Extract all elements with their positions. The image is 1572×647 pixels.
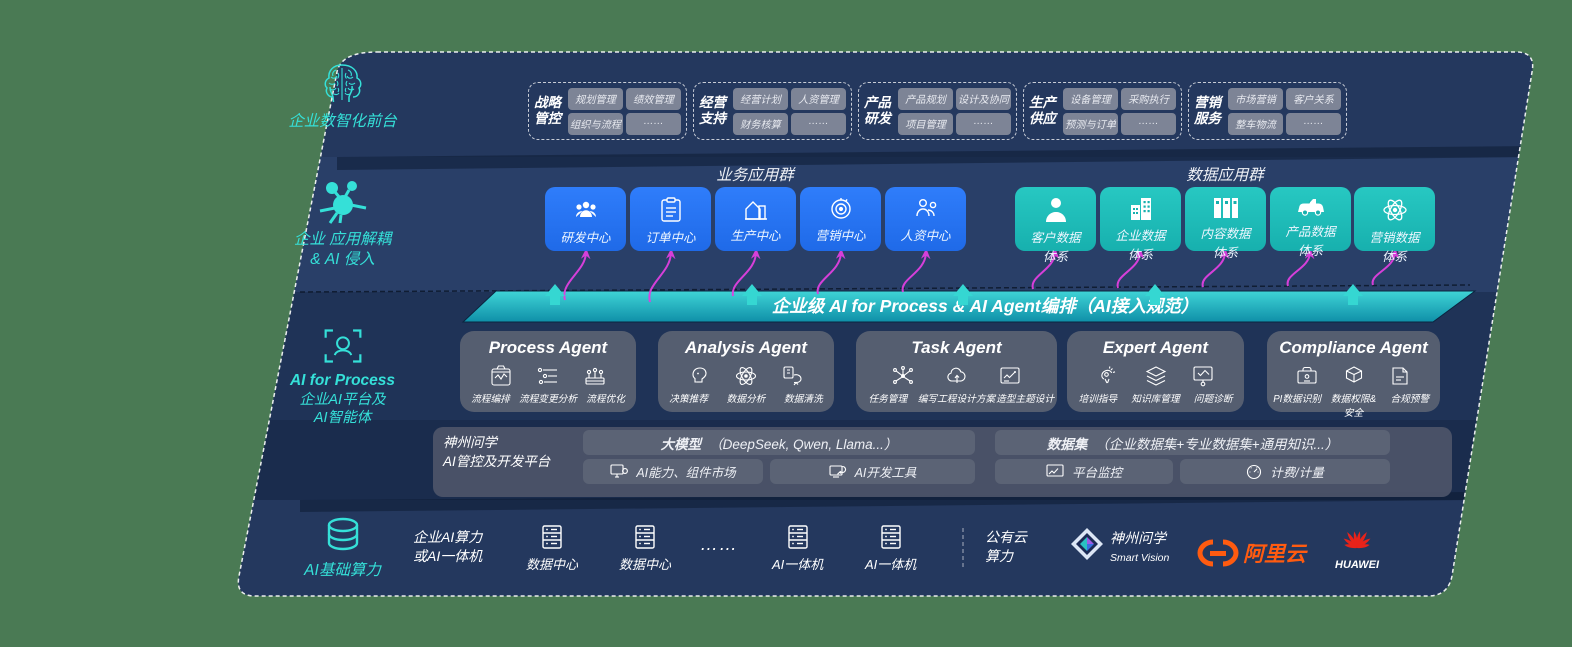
svg-text:阿里云: 阿里云: [1243, 543, 1308, 566]
